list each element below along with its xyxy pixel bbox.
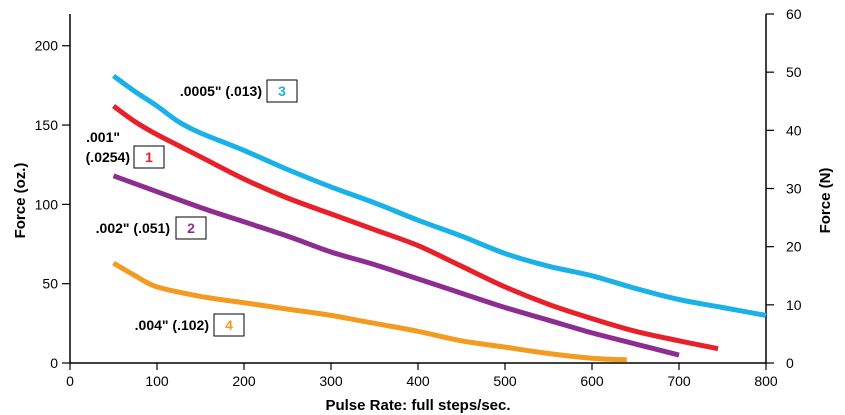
x-axis-title: Pulse Rate: full steps/sec. xyxy=(325,397,510,414)
y-tick-label-left: 200 xyxy=(35,38,59,54)
y-tick-label-left: 150 xyxy=(35,117,59,133)
y-tick-label-left: 50 xyxy=(42,276,58,292)
y-tick-label-right: 20 xyxy=(786,239,802,255)
series-tag-number-4: 4 xyxy=(225,317,233,333)
series-tag-number-3: 3 xyxy=(278,83,286,99)
series-line-1 xyxy=(111,104,719,352)
series-tag-number-2: 2 xyxy=(187,220,195,236)
y-tick-label-right: 0 xyxy=(786,355,794,371)
series-layer xyxy=(111,73,767,363)
series-tag-box-3 xyxy=(266,79,298,103)
axes: 0 100 200 300 400 500 600 700 800050100150200010… xyxy=(35,6,802,389)
series-label-4: .004" (.102) xyxy=(135,317,209,333)
series-tag-box-4 xyxy=(213,313,245,337)
series-line-2 xyxy=(112,173,680,358)
annotations: .0005" (.013) 3 .001" (.0254) 1 .002" (.051) 2… xyxy=(86,79,298,337)
x-tick-label: 0 xyxy=(66,373,74,389)
series-tag-number-1: 1 xyxy=(145,149,153,165)
y-tick-label-right: 30 xyxy=(786,181,802,197)
x-tick-label: 600 xyxy=(580,373,604,389)
x-tick-label: 300 xyxy=(319,373,343,389)
series-label-3: .0005" (.013) xyxy=(180,83,262,99)
x-tick-label: 100 xyxy=(145,373,169,389)
x-tick-label: 700 xyxy=(667,373,691,389)
x-tick-label: 800 xyxy=(754,373,778,389)
series-tag-box-2 xyxy=(175,216,207,240)
y-tick-label-left: 0 xyxy=(50,355,58,371)
y-tick-label-right: 60 xyxy=(786,6,802,22)
y-tick-label-right: 10 xyxy=(786,297,802,313)
y-axis-title-left: Force (oz.) xyxy=(12,163,29,239)
y-axis-title-right: Force (N) xyxy=(817,168,834,234)
x-tick-label: 400 xyxy=(406,373,430,389)
y-tick-label-left: 100 xyxy=(35,196,59,212)
series-tag-box-1 xyxy=(133,145,165,169)
x-tick-label: 200 xyxy=(232,373,256,389)
series-label-1-line2: (.0254) xyxy=(86,149,130,165)
series-line-3 xyxy=(112,73,767,318)
series-label-2: .002" (.051) xyxy=(96,220,170,236)
y-tick-label-right: 50 xyxy=(786,64,802,80)
series-label-1-line1: .001" xyxy=(86,129,120,145)
x-tick-label: 500 xyxy=(493,373,517,389)
series-line-4 xyxy=(112,260,627,363)
y-tick-label-right: 40 xyxy=(786,122,802,138)
